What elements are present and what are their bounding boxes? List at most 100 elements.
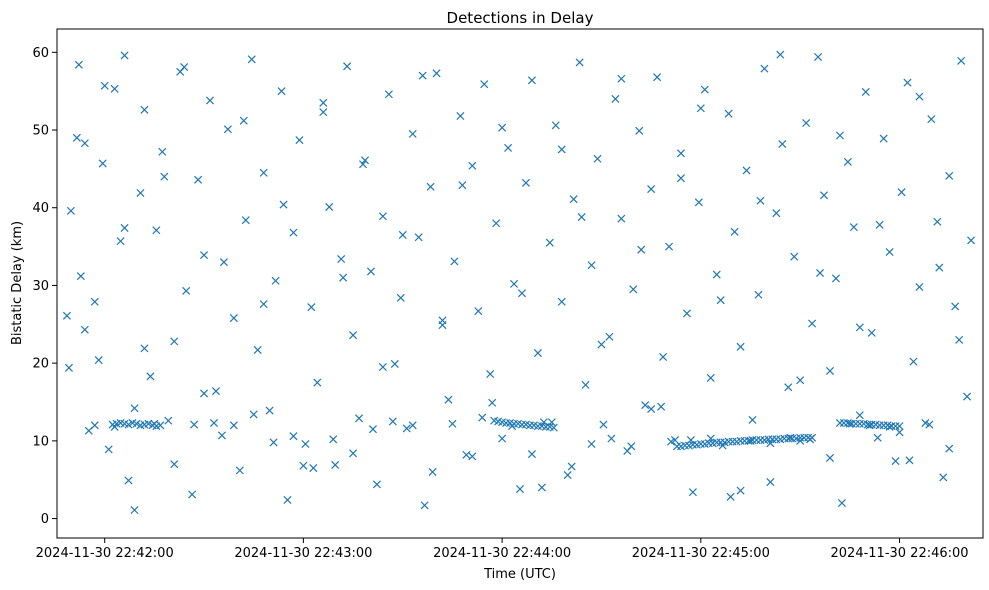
detection-marker (64, 363, 73, 372)
detection-marker (563, 471, 572, 480)
detection-marker (736, 486, 745, 495)
y-axis-ticks: 0 10 20 30 40 50 60 (32, 46, 57, 527)
detection-marker (319, 98, 328, 107)
detection-marker (209, 418, 219, 428)
detection-marker (396, 293, 405, 302)
detection-marker (492, 219, 501, 228)
detection-marker (130, 404, 139, 413)
detection-marker (62, 311, 71, 320)
detection-marker (301, 439, 310, 448)
plot-marks (62, 50, 976, 515)
detection-marker (575, 58, 584, 67)
detection-marker (98, 159, 107, 168)
detection-marker (205, 96, 215, 105)
detection-marker (903, 78, 912, 87)
detection-marker (355, 414, 364, 423)
detection-marker (915, 282, 924, 292)
detection-marker (402, 424, 411, 433)
detection-marker (229, 421, 238, 430)
detection-marker (760, 64, 769, 73)
detection-marker (808, 433, 817, 442)
detection-marker (384, 90, 393, 99)
detection-marker (778, 139, 787, 149)
detection-marker (388, 417, 397, 426)
detection-marker (577, 213, 586, 222)
detection-marker (756, 436, 765, 445)
detection-marker (629, 285, 638, 294)
detection-marker (241, 216, 250, 225)
detection-marker (307, 303, 316, 312)
detection-marker (146, 372, 155, 381)
detection-marker (835, 418, 844, 428)
detection-marker (955, 335, 964, 344)
y-tick-label: 40 (32, 201, 49, 216)
detection-marker (724, 109, 733, 118)
detection-marker (539, 418, 548, 427)
detection-marker (156, 421, 165, 430)
detection-marker (909, 357, 918, 366)
detection-marker (772, 209, 781, 218)
detection-marker (414, 233, 423, 242)
detection-marker (657, 402, 666, 411)
detection-marker (239, 116, 248, 125)
detection-marker (450, 257, 459, 266)
detection-marker (754, 290, 763, 299)
detection-marker (247, 55, 256, 64)
detection-marker (279, 200, 288, 209)
detection-marker (567, 462, 576, 471)
detection-marker (488, 398, 497, 407)
detection-marker (337, 254, 346, 264)
detection-marker (879, 134, 888, 143)
detection-marker (289, 432, 298, 441)
detection-marker (521, 178, 530, 187)
detection-marker (672, 442, 682, 451)
detection-marker (927, 115, 936, 124)
detection-marker (219, 258, 228, 267)
detection-marker (861, 87, 870, 96)
detection-marker (915, 92, 924, 101)
detection-marker (200, 389, 209, 398)
detection-marker (712, 270, 721, 279)
detection-marker (728, 437, 737, 446)
detection-marker (170, 460, 179, 469)
detection-marker (581, 380, 590, 389)
axes-frame (56, 28, 984, 539)
detection-marker (444, 395, 453, 404)
detection-marker (390, 359, 399, 368)
detection-marker (726, 492, 735, 501)
detection-marker (808, 319, 817, 328)
detection-marker (605, 332, 614, 341)
detection-marker (796, 376, 805, 385)
detection-marker (557, 297, 566, 306)
detection-marker (837, 499, 846, 508)
detection-marker (772, 435, 781, 444)
x-tick-label: 2024-11-30 22:42:00 (36, 546, 174, 561)
detection-marker (873, 433, 882, 442)
y-tick-label: 30 (32, 279, 49, 294)
detection-marker (474, 307, 483, 316)
detection-marker (587, 261, 596, 270)
detection-marker (587, 439, 596, 448)
detection-marker (368, 425, 377, 434)
detection-marker (716, 296, 725, 305)
detection-marker (825, 453, 835, 462)
detection-marker (164, 416, 173, 425)
detection-marker (358, 160, 368, 169)
detection-marker (94, 356, 103, 365)
detection-marker (259, 168, 268, 177)
detection-marker (517, 289, 527, 298)
detection-marker (688, 488, 697, 497)
detection-marker (867, 328, 876, 337)
detection-marker (360, 156, 370, 165)
detection-marker (825, 366, 835, 375)
detection-marker (776, 50, 785, 59)
detection-marker (343, 62, 352, 71)
detection-marker (885, 248, 894, 257)
detection-marker (90, 297, 99, 306)
detection-marker (659, 352, 668, 361)
detection-marker (372, 480, 381, 489)
detection-marker (835, 131, 844, 140)
detection-marker (895, 428, 904, 437)
detection-marker (486, 370, 495, 379)
detection-marker (259, 300, 268, 309)
